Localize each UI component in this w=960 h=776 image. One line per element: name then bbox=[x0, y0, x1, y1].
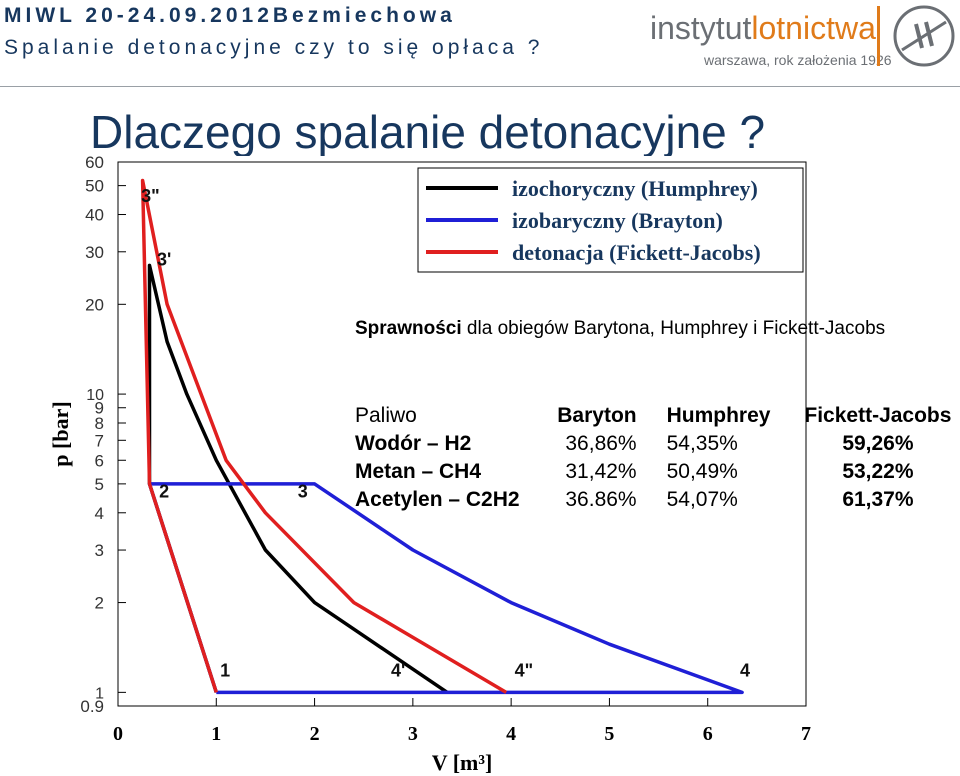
x-tick-label: 5 bbox=[604, 723, 614, 745]
legend-label: izobaryczny (Brayton) bbox=[512, 208, 723, 233]
y-tick-label: 3 bbox=[95, 541, 104, 560]
x-tick-label: 1 bbox=[211, 723, 221, 745]
logo-subtitle: warszawa, rok założenia 1926 bbox=[704, 52, 892, 68]
y-tick-label: 20 bbox=[85, 295, 104, 314]
table-header-fuel: Paliwo bbox=[355, 404, 417, 427]
table-cell-fickett-jacobs: 59,26% bbox=[842, 432, 914, 455]
x-tick-label: 0 bbox=[113, 723, 123, 745]
state-point-label: 1 bbox=[220, 661, 230, 681]
header-event-line: MIWL 20-24.09.2012Bezmiechowa bbox=[4, 4, 456, 27]
table-row: Wodór – H2 36,86% 54,35% 59,26% bbox=[355, 430, 960, 458]
table-cell-fuel: Wodór – H2 bbox=[355, 432, 472, 455]
legend-label: detonacja (Fickett-Jacobs) bbox=[512, 240, 761, 265]
table-cell-humphrey: 54,35% bbox=[666, 432, 738, 455]
table-header-brayton: Baryton bbox=[557, 404, 637, 427]
y-tick-label: 10 bbox=[86, 387, 104, 404]
table-header-humphrey: Humphrey bbox=[666, 404, 771, 427]
x-axis-label: V [m³] bbox=[432, 750, 493, 775]
efficiency-note: Sprawności dla obiegów Barytona, Humphre… bbox=[355, 316, 935, 342]
state-point-label: 3' bbox=[157, 249, 171, 269]
y-tick-label: 5 bbox=[95, 475, 104, 494]
legend-label: izochoryczny (Humphrey) bbox=[512, 176, 758, 201]
y-tick-label: 30 bbox=[85, 243, 104, 262]
table-cell-fickett-jacobs: 61,37% bbox=[842, 488, 914, 511]
table-cell-fickett-jacobs: 53,22% bbox=[842, 460, 914, 483]
table-cell-humphrey: 50,49% bbox=[666, 460, 738, 483]
table-cell-fuel: Acetylen – C2H2 bbox=[355, 488, 520, 511]
y-tick-label: 2 bbox=[95, 594, 104, 613]
state-point-label: 3 bbox=[298, 482, 308, 502]
x-tick-label: 4 bbox=[506, 723, 516, 745]
logo-name-part2: lotnictwa bbox=[751, 10, 876, 46]
y-tick-label: 9 bbox=[95, 399, 104, 418]
y-tick-label: 1 bbox=[95, 685, 104, 702]
series-line bbox=[147, 482, 744, 695]
table-cell-brayton: 31,42% bbox=[565, 460, 637, 483]
y-tick-label: 0.9 bbox=[80, 697, 104, 716]
x-tick-label: 2 bbox=[310, 723, 320, 745]
y-tick-label: 60 bbox=[85, 153, 104, 172]
state-point-label: 4' bbox=[391, 661, 405, 681]
table-header-row: Paliwo Baryton Humphrey Fickett-Jacobs bbox=[355, 402, 960, 430]
state-point-label: 4" bbox=[515, 661, 534, 681]
institute-logo-text: instytutlotnictwa bbox=[650, 10, 876, 47]
table-cell-humphrey: 54,07% bbox=[666, 488, 738, 511]
logo-name-part1: instytut bbox=[650, 10, 752, 46]
institute-emblem-icon bbox=[893, 5, 955, 67]
efficiency-note-bold: Sprawności bbox=[355, 318, 462, 339]
series-line bbox=[140, 178, 508, 694]
efficiency-table: Paliwo Baryton Humphrey Fickett-Jacobs W… bbox=[355, 402, 960, 514]
table-header-fickett-jacobs: Fickett-Jacobs bbox=[804, 404, 952, 427]
efficiency-note-text: dla obiegów Barytona, Humphrey i Fickett… bbox=[461, 318, 886, 339]
plot-frame bbox=[117, 161, 807, 707]
y-tick-label: 50 bbox=[85, 177, 104, 196]
x-tick-label: 3 bbox=[408, 723, 418, 745]
state-point-label: 4 bbox=[740, 661, 750, 681]
header-subtitle-line: Spalanie detonacyjne czy to się opłaca ? bbox=[4, 36, 544, 59]
page-title: Dlaczego spalanie detonacyjne ? bbox=[90, 106, 766, 156]
y-tick-label: 40 bbox=[85, 206, 104, 225]
y-tick-label: 8 bbox=[95, 414, 104, 433]
table-cell-fuel: Metan – CH4 bbox=[355, 460, 482, 483]
table-cell-brayton: 36,86% bbox=[565, 432, 637, 455]
x-tick-label: 6 bbox=[703, 723, 713, 745]
table-cell-brayton: 36.86% bbox=[565, 488, 637, 511]
state-point-label: 2 bbox=[159, 482, 169, 502]
y-tick-label: 6 bbox=[95, 451, 104, 470]
logo-divider bbox=[877, 6, 880, 66]
header-divider bbox=[0, 86, 960, 87]
table-row: Metan – CH4 31,42% 50,49% 53,22% bbox=[355, 458, 960, 486]
y-tick-label: 7 bbox=[95, 431, 104, 450]
x-tick-label: 7 bbox=[801, 723, 811, 745]
table-row: Acetylen – C2H2 36.86% 54,07% 61,37% bbox=[355, 486, 960, 514]
y-axis-label: p [bar] bbox=[48, 401, 73, 466]
y-tick-label: 4 bbox=[95, 504, 104, 523]
state-point-label: 3" bbox=[141, 186, 160, 206]
